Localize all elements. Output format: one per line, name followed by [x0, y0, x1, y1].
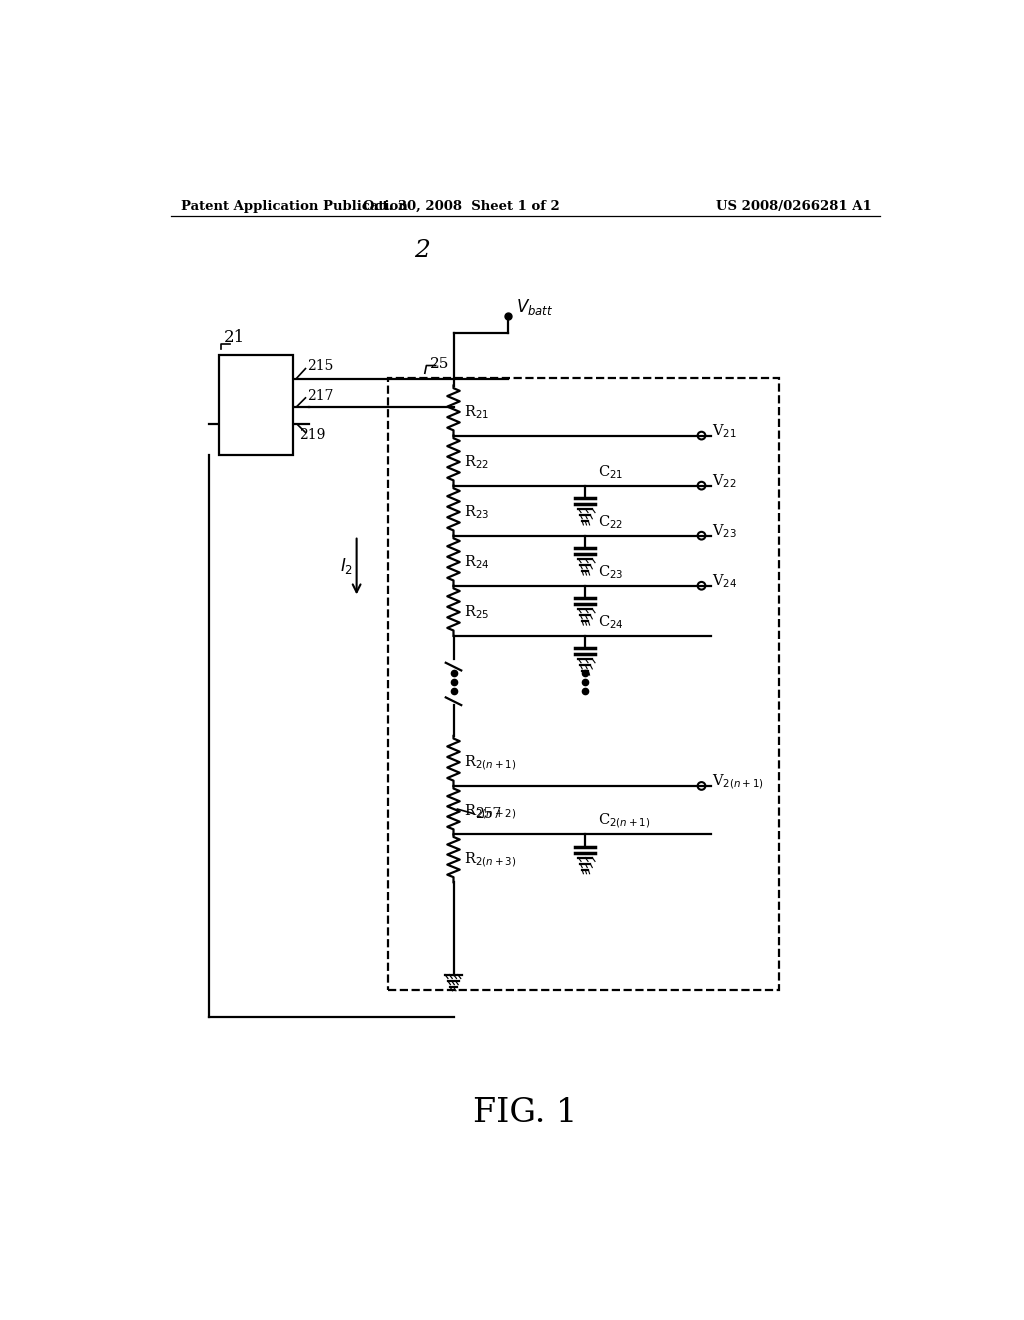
Text: R$_{24}$: R$_{24}$: [464, 553, 489, 572]
Bar: [388, 378, 779, 990]
Text: 217: 217: [307, 389, 334, 404]
Text: 219: 219: [299, 428, 326, 442]
Text: 25: 25: [430, 356, 450, 371]
Text: 21: 21: [223, 329, 245, 346]
Text: R$_{2(n+3)}$: R$_{2(n+3)}$: [464, 850, 517, 869]
Text: 2: 2: [415, 239, 430, 263]
Text: V$_{23}$: V$_{23}$: [713, 523, 737, 540]
Text: FIG. 1: FIG. 1: [473, 1097, 577, 1129]
Text: C$_{2(n+1)}$: C$_{2(n+1)}$: [598, 812, 651, 830]
Text: 257: 257: [475, 807, 502, 821]
Text: $I_2$: $I_2$: [340, 557, 352, 577]
Text: R$_{2(n+1)}$: R$_{2(n+1)}$: [464, 754, 517, 772]
Text: US 2008/0266281 A1: US 2008/0266281 A1: [716, 199, 872, 213]
Text: C$_{21}$: C$_{21}$: [598, 463, 624, 480]
Text: V$_{22}$: V$_{22}$: [713, 473, 737, 490]
Text: R$_{21}$: R$_{21}$: [464, 404, 489, 421]
Text: Patent Application Publication: Patent Application Publication: [180, 199, 408, 213]
Text: V$_{21}$: V$_{21}$: [713, 422, 737, 440]
Text: V$_{2(n+1)}$: V$_{2(n+1)}$: [713, 772, 764, 791]
Text: R$_{22}$: R$_{22}$: [464, 453, 489, 471]
Bar: [219, 355, 293, 455]
Text: C$_{22}$: C$_{22}$: [598, 513, 624, 531]
Text: Oct. 30, 2008  Sheet 1 of 2: Oct. 30, 2008 Sheet 1 of 2: [362, 199, 560, 213]
Text: R$_{23}$: R$_{23}$: [464, 503, 489, 521]
Text: $V_{batt}$: $V_{batt}$: [515, 297, 553, 317]
Text: R$_{25}$: R$_{25}$: [464, 603, 489, 622]
Text: C$_{24}$: C$_{24}$: [598, 612, 625, 631]
Text: V$_{24}$: V$_{24}$: [713, 573, 737, 590]
Text: R$_{2(n+2)}$: R$_{2(n+2)}$: [464, 803, 517, 821]
Text: 215: 215: [307, 359, 334, 372]
Text: C$_{23}$: C$_{23}$: [598, 564, 624, 581]
